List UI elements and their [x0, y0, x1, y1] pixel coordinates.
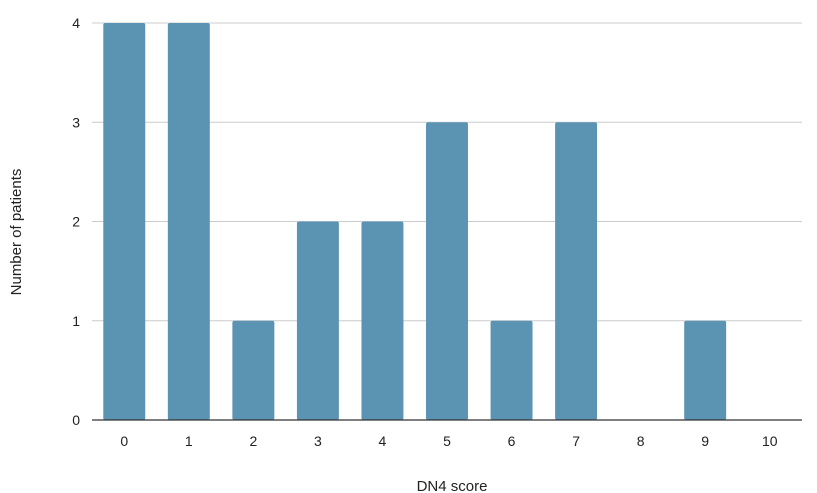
x-tick-label: 3: [314, 433, 322, 449]
x-tick-label: 8: [637, 433, 645, 449]
bar-1: [167, 23, 210, 420]
y-tick-label: 3: [72, 114, 80, 130]
bar-4: [361, 221, 404, 420]
bar-6: [490, 320, 533, 420]
x-tick-label: 7: [572, 433, 580, 449]
x-tick-label: 10: [762, 433, 778, 449]
y-tick-label: 4: [72, 15, 80, 31]
x-tick-label: 2: [249, 433, 257, 449]
bars: [103, 23, 727, 420]
y-tick-labels: 0 1 2 3 4: [72, 15, 80, 428]
y-tick-label: 1: [72, 313, 80, 329]
bar-0: [103, 23, 146, 420]
y-axis-title: Number of patients: [8, 169, 25, 296]
x-tick-label: 5: [443, 433, 451, 449]
bar-7: [555, 122, 598, 420]
x-tick-label: 0: [120, 433, 128, 449]
x-tick-labels: 0 1 2 3 4 5 6 7 8 9 10: [120, 433, 777, 449]
x-tick-label: 4: [379, 433, 387, 449]
x-tick-label: 6: [508, 433, 516, 449]
x-tick-label: 9: [701, 433, 709, 449]
bar-9: [684, 320, 727, 420]
y-tick-label: 2: [72, 214, 80, 230]
bar-5: [426, 122, 468, 420]
bar-2: [232, 320, 275, 420]
y-tick-label: 0: [72, 412, 80, 428]
bar-3: [296, 221, 339, 420]
x-axis-title: DN4 score: [417, 478, 488, 493]
x-tick-label: 1: [185, 433, 193, 449]
